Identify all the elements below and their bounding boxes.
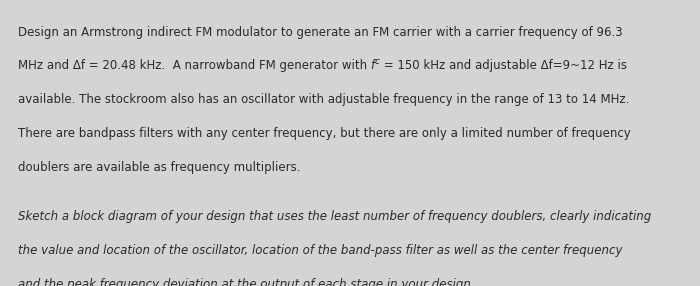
Text: c: c (374, 57, 379, 65)
Text: available. The stockroom also has an oscillator with adjustable frequency in the: available. The stockroom also has an osc… (18, 93, 629, 106)
Text: There are bandpass filters with any center frequency, but there are only a limit: There are bandpass filters with any cent… (18, 127, 630, 140)
Text: Design an Armstrong indirect FM modulator to generate an FM carrier with a carri: Design an Armstrong indirect FM modulato… (18, 26, 622, 39)
Text: f: f (370, 59, 374, 72)
Text: = 150 kHz and adjustable Δf=9~12 Hz is: = 150 kHz and adjustable Δf=9~12 Hz is (379, 59, 626, 72)
Text: MHz and Δf = 20.48 kHz.  A narrowband FM generator with: MHz and Δf = 20.48 kHz. A narrowband FM … (18, 59, 370, 72)
Text: the value and location of the oscillator, location of the band-pass filter as we: the value and location of the oscillator… (18, 244, 622, 257)
Text: doublers are available as frequency multipliers.: doublers are available as frequency mult… (18, 161, 300, 174)
Text: and the peak frequency deviation at the output of each stage in your design.: and the peak frequency deviation at the … (18, 278, 474, 286)
Text: Sketch a block diagram of your design that uses the least number of frequency do: Sketch a block diagram of your design th… (18, 210, 651, 223)
